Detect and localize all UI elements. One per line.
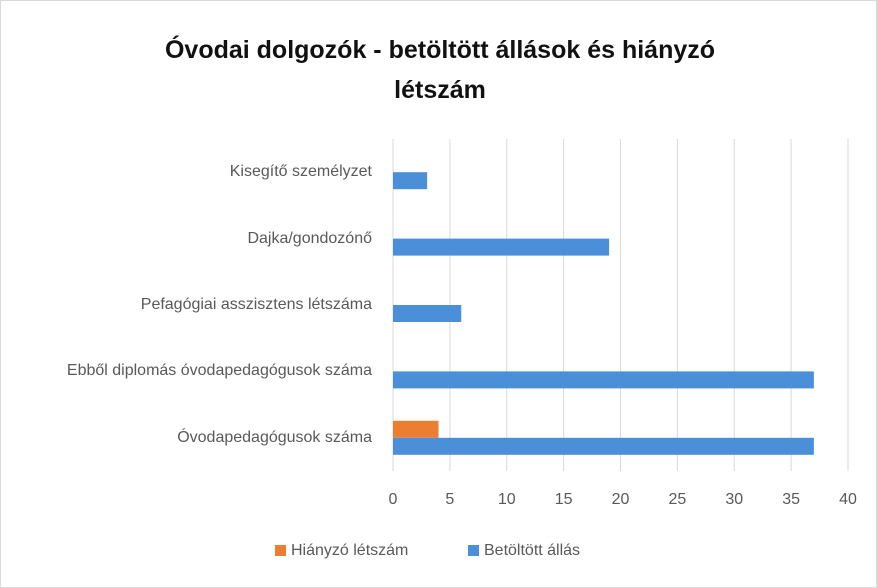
x-tick-label: 40: [839, 491, 857, 508]
x-tick-label: 5: [445, 491, 454, 508]
category-label: Pefagógiai asszisztens létszáma: [140, 296, 372, 313]
x-tick-label: 20: [612, 491, 630, 508]
category-label: Ebből diplomás óvodapedagógusok száma: [66, 362, 372, 380]
legend-label: Hiányzó létszám: [291, 542, 408, 559]
chart-title: Óvodai dolgozók - betöltött állások és h…: [164, 36, 716, 104]
category-label: Kisegítő személyzet: [229, 163, 372, 181]
bar: [393, 305, 462, 322]
x-tick-label: 30: [725, 491, 743, 508]
legend-label: Betöltött állás: [484, 542, 580, 559]
x-tick-label: 15: [555, 491, 573, 508]
bar: [393, 238, 610, 256]
category-label: Dajka/gondozónő: [247, 229, 372, 247]
bar: [393, 420, 439, 438]
x-tick-label: 10: [498, 491, 516, 508]
x-tick-label: 35: [782, 491, 800, 508]
legend-swatch: [468, 545, 479, 556]
bar: [393, 172, 428, 190]
bar: [393, 437, 814, 455]
legend-swatch: [275, 545, 286, 556]
x-tick-label: 25: [668, 491, 686, 508]
x-tick-label: 0: [389, 491, 398, 508]
bar: [393, 371, 814, 389]
category-label: Óvodapedagógusok száma: [177, 428, 372, 446]
